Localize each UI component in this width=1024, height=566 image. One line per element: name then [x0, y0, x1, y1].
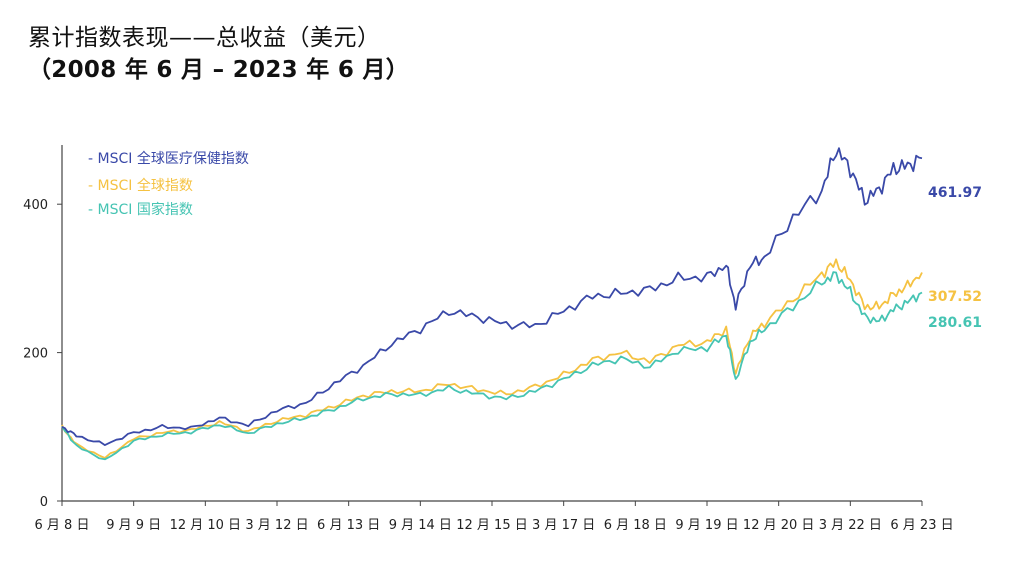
x-tick-label: 9 月 14 日	[389, 518, 452, 533]
x-tick-label: 9 月 19 日	[675, 518, 738, 533]
title-line-2: （2008 年 6 月 – 2023 年 6 月）	[28, 57, 410, 83]
series-line-1	[61, 147, 923, 446]
x-tick-label: 12 月 15 日	[456, 518, 527, 533]
x-tick-label: 9 月 9 日	[106, 518, 161, 533]
title-line-1: 累计指数表现——总收益（美元）	[28, 25, 381, 51]
x-tick-label: 6 月 18 日	[604, 518, 667, 533]
x-tick-label: 6 月 8 日	[35, 518, 90, 533]
end-labels: 461.97 307.52 280.61	[928, 185, 982, 331]
x-tick-label: 6 月 23 日	[890, 518, 953, 533]
x-tick-label: 12 月 10 日	[170, 518, 241, 533]
legend-entry-1: - MSCI 全球医疗保健指数	[88, 150, 249, 167]
y-tick-label: 400	[23, 198, 48, 213]
chart-legend: - MSCI 全球医疗保健指数 - MSCI 全球指数 - MSCI 国家指数	[88, 150, 249, 218]
end-value-label-2: 307.52	[928, 289, 982, 305]
x-tick-label: 3 月 12 日	[245, 518, 308, 533]
y-tick-label: 0	[40, 495, 48, 510]
chart-axes: 0 200 400 6 月 8 日 9 月 9 日 12 月 10 日 3 月 12 日 6 …	[23, 145, 954, 533]
x-tick-label: 6 月 13 日	[317, 518, 380, 533]
end-value-label-1: 461.97	[928, 185, 982, 201]
x-tick-label: 3 月 22 日	[819, 518, 882, 533]
series-line-2	[61, 258, 923, 459]
series-line-3	[61, 271, 923, 461]
y-tick-label: 200	[23, 347, 48, 362]
legend-entry-3: - MSCI 国家指数	[88, 201, 193, 218]
x-tick-label: 12 月 20 日	[743, 518, 814, 533]
end-value-label-3: 280.61	[928, 315, 982, 331]
legend-entry-2: - MSCI 全球指数	[88, 177, 193, 194]
x-tick-label: 3 月 17 日	[532, 518, 595, 533]
chart-title: 累计指数表现——总收益（美元） （2008 年 6 月 – 2023 年 6 月…	[28, 22, 409, 86]
chart-series	[61, 147, 923, 461]
